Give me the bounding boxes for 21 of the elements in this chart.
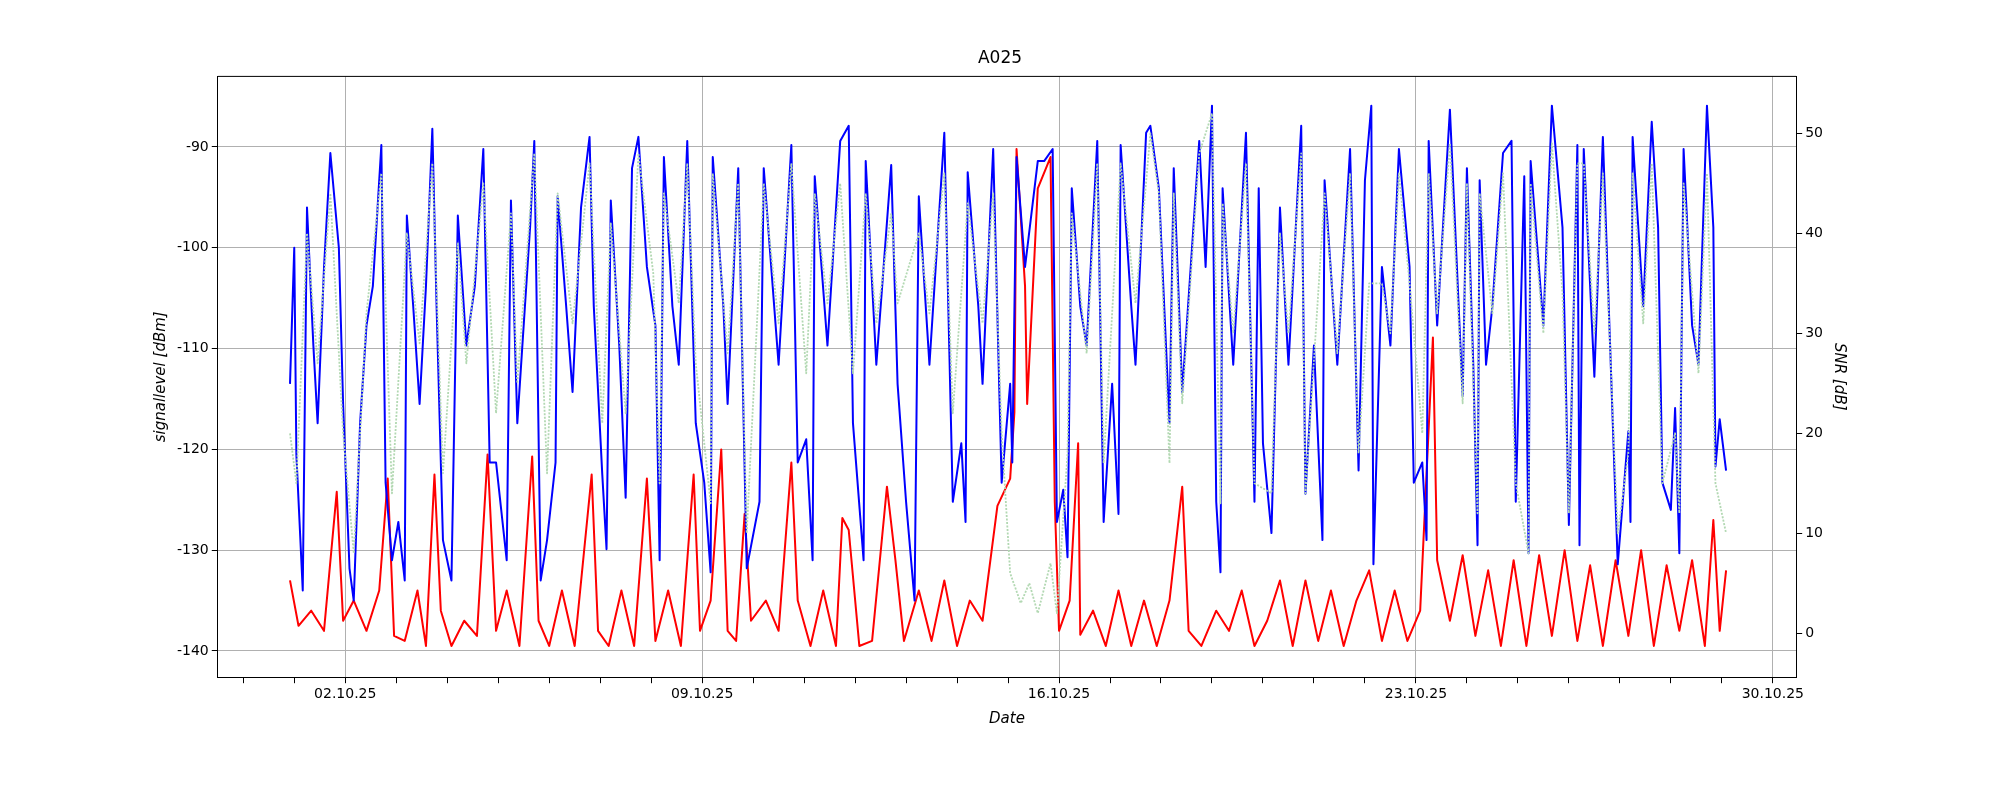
y2-tick-label: 0: [1805, 623, 1815, 640]
x-tick-label: 30.10.25: [1741, 685, 1804, 702]
y2-tick-label: 20: [1805, 423, 1824, 440]
x-tick-label: 09.10.25: [670, 685, 734, 702]
y-tick-label: -140: [176, 641, 209, 658]
y2-tick-label: 40: [1805, 223, 1824, 240]
y-tick-label: -100: [176, 238, 209, 255]
y2-tick-label: 10: [1805, 523, 1824, 540]
y-tick-label: -130: [176, 540, 209, 557]
y-tick-label: -90: [185, 137, 209, 154]
x-tick-label: 02.10.25: [314, 685, 377, 702]
chart-title: A025: [977, 46, 1023, 67]
y-tick-label: -110: [176, 339, 209, 356]
y2-tick-label: 30: [1805, 323, 1824, 340]
y-tick-label: -120: [176, 440, 209, 457]
y-axis-title: signallevel [dBm]: [150, 311, 169, 443]
x-tick-label: 23.10.25: [1384, 685, 1448, 702]
x-axis-title: Date: [989, 708, 1025, 727]
x-tick-label: 16.10.25: [1027, 685, 1091, 702]
y2-tick-label: 50: [1805, 124, 1824, 141]
y2-axis-title: SNR [dB]: [1831, 343, 1850, 411]
